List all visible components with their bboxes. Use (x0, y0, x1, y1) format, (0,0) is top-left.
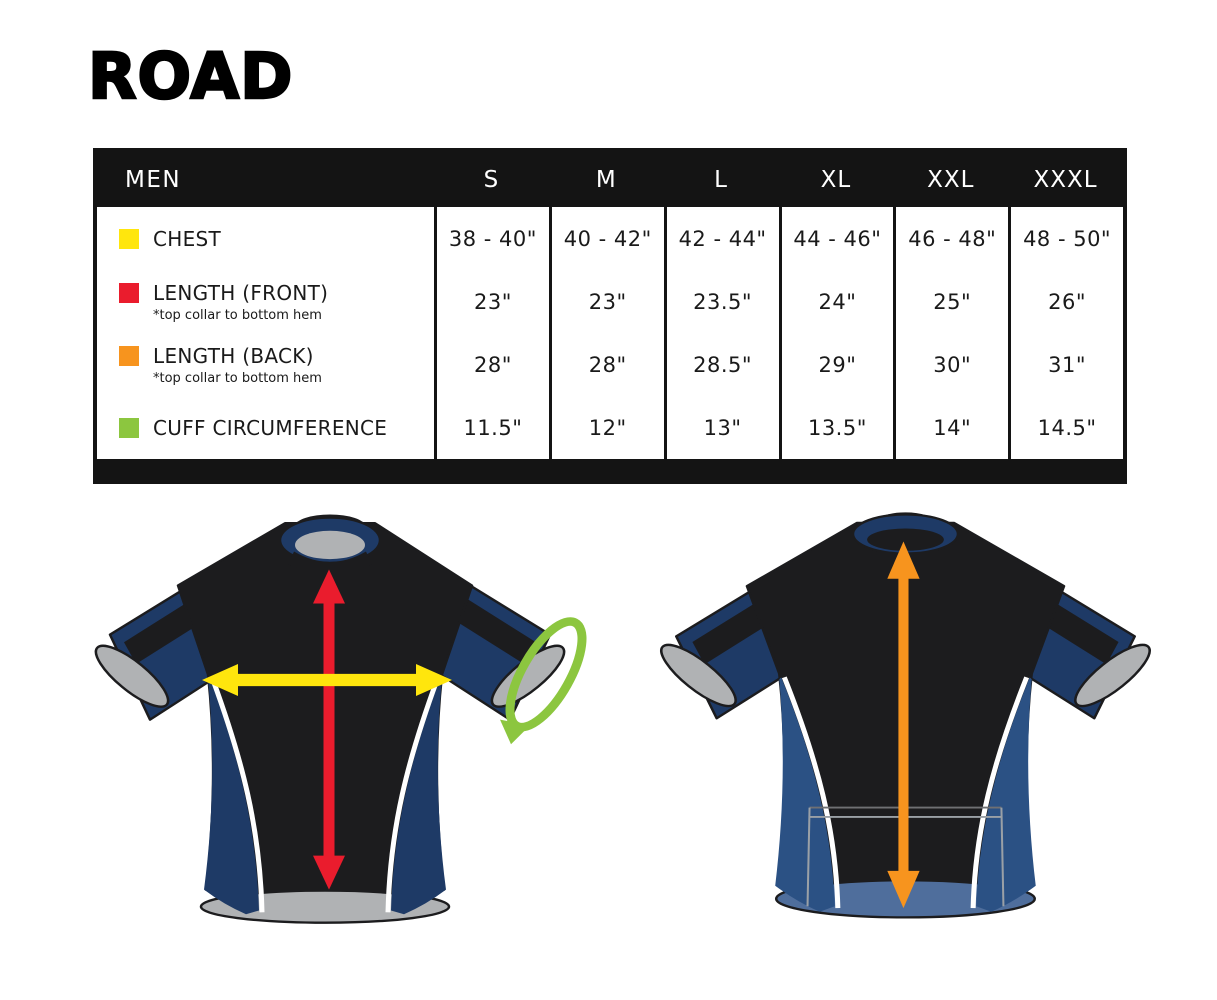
pocket-left-seam (806, 807, 811, 907)
page-title: ROAD (87, 39, 294, 115)
length-front-value-m: 23" (548, 270, 664, 333)
chest-arrowhead-left (202, 663, 238, 697)
row-label-chest: CHEST (97, 207, 434, 270)
row-name: CHEST (153, 226, 222, 251)
table-header-size-xl: XL (820, 166, 852, 193)
chest-arrowhead-right (416, 663, 452, 697)
table-footer-bar (97, 459, 1123, 480)
front-left-piping (210, 679, 265, 913)
length-front-value-xxl: 25" (893, 270, 1008, 333)
chest-value-l: 42 - 44" (663, 207, 779, 270)
length-back-value-m: 28" (548, 333, 664, 396)
length-back-color-swatch (119, 345, 139, 366)
row-note: *top collar to bottom hem (153, 307, 322, 323)
chest-value-s: 38 - 40" (434, 207, 549, 270)
front-piping (210, 679, 440, 913)
row-label-cuff-circumference: CUFF CIRCUMFERENCE (97, 396, 434, 459)
front-left-side-panel (204, 678, 259, 915)
chest-arrow (202, 663, 452, 697)
length-front-color-swatch (119, 282, 139, 303)
cuff-value-l: 13" (663, 396, 779, 459)
table-header-men: MEN (125, 166, 182, 193)
back-right-cuff (1074, 643, 1151, 708)
length-back-value-s: 28" (434, 333, 549, 396)
length-front-value-l: 23.5" (663, 270, 779, 333)
front-left-cuff (94, 644, 170, 708)
length-front-arrowhead-bottom (313, 855, 345, 890)
row-note: *top collar to bottom hem (153, 370, 322, 386)
chest-color-swatch (119, 228, 139, 249)
chest-value-xl: 44 - 46" (778, 207, 894, 270)
cuff-value-xxxl: 14.5" (1008, 396, 1123, 459)
length-front-value-s: 23" (434, 270, 549, 333)
table-header-size-s: S (483, 166, 500, 193)
length-front-value-xl: 24" (778, 270, 894, 333)
jersey-back-diagram (660, 512, 1151, 919)
length-back-arrow (887, 541, 920, 909)
chest-value-xxxl: 48 - 50" (1008, 207, 1123, 270)
cuff-value-xxl: 14" (893, 396, 1008, 459)
back-left-side-panel (775, 677, 835, 912)
chest-value-m: 40 - 42" (548, 207, 664, 270)
back-left-cuff (660, 643, 737, 708)
table-header-row: MEN S M L XL XXL XXXL (97, 152, 1123, 207)
row-name: LENGTH (FRONT) (153, 280, 329, 305)
front-collar-shadow (288, 551, 372, 573)
front-right-piping (385, 679, 440, 913)
cuff-value-s: 11.5" (434, 396, 549, 459)
front-side-panels (204, 678, 446, 915)
cuff-ring-arrowhead (500, 719, 530, 745)
cuff-color-swatch (119, 417, 139, 438)
length-front-value-xxxl: 26" (1008, 270, 1123, 333)
row-name: LENGTH (BACK) (153, 343, 314, 368)
length-back-arrowhead-bottom (887, 870, 920, 909)
back-right-side-panel (976, 677, 1036, 912)
length-back-arrowhead-top (887, 541, 920, 579)
table-header-size-xxxl: XXXL (1033, 166, 1098, 193)
front-collar-inner (295, 530, 365, 560)
cuff-value-xl: 13.5" (778, 396, 894, 459)
length-back-value-xl: 29" (778, 333, 894, 396)
length-back-value-l: 28.5" (663, 333, 779, 396)
row-label-length-back: LENGTH (BACK) *top collar to bottom hem (97, 333, 434, 396)
back-piping (781, 676, 1030, 909)
pocket-right-seam (1000, 807, 1005, 907)
row-label-length-front: LENGTH (FRONT) *top collar to bottom hem (97, 270, 434, 333)
length-back-value-xxxl: 31" (1008, 333, 1123, 396)
length-front-arrow (313, 569, 345, 890)
back-right-piping (970, 676, 1030, 909)
cuff-value-m: 12" (548, 396, 664, 459)
length-back-value-xxl: 30" (893, 333, 1008, 396)
length-front-arrowhead-top (313, 569, 345, 604)
back-side-panels (775, 677, 1036, 912)
back-left-piping (781, 676, 841, 909)
chest-value-xxl: 46 - 48" (893, 207, 1008, 270)
table-header-size-xxl: XXL (927, 166, 975, 193)
table-body: CHEST 38 - 40" 40 - 42" 42 - 44" 44 - 46… (97, 207, 1123, 459)
table-header-size-m: M (595, 166, 617, 193)
back-collar-shadow (867, 528, 944, 551)
row-name: CUFF CIRCUMFERENCE (153, 415, 388, 440)
cuff-circumference-ring (500, 617, 587, 745)
size-chart-table: MEN S M L XL XXL XXXL CHEST 38 - 40" 40 … (93, 148, 1127, 484)
back-cuffs (660, 643, 1151, 708)
table-header-size-l: L (714, 166, 728, 193)
front-right-side-panel (391, 678, 446, 915)
jersey-front-diagram (94, 514, 587, 924)
